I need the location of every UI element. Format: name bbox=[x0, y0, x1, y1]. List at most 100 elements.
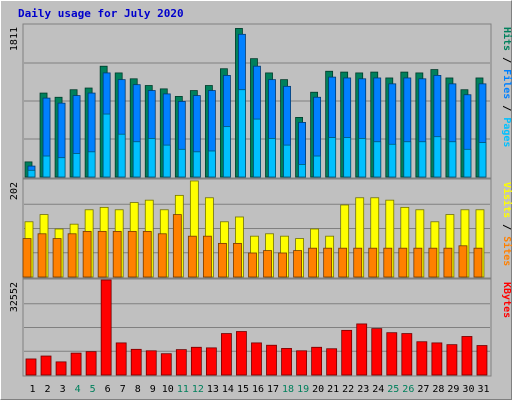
kbytes-bar bbox=[85, 351, 97, 376]
kbytes-bar bbox=[341, 329, 353, 376]
pages-bar bbox=[253, 118, 261, 178]
sites-bar bbox=[323, 247, 333, 278]
kbytes-bar bbox=[40, 355, 52, 376]
panel-border bbox=[22, 23, 492, 179]
sites-bar bbox=[308, 247, 318, 278]
x-tick-label: 31 bbox=[477, 384, 489, 395]
x-tick-label: 23 bbox=[357, 384, 369, 395]
x-tick-label: 10 bbox=[162, 384, 174, 395]
sites-bar bbox=[428, 247, 438, 278]
x-tick-label: 5 bbox=[90, 384, 96, 395]
pages-bar bbox=[478, 142, 487, 178]
sites-bar bbox=[368, 247, 378, 278]
sites-bar bbox=[338, 247, 348, 278]
pages-bar bbox=[147, 137, 156, 178]
sites-bar bbox=[218, 242, 227, 278]
kbytes-bar bbox=[175, 349, 187, 376]
pages-bar bbox=[298, 164, 306, 178]
kbytes-bar bbox=[55, 361, 67, 376]
series-legend: KBytes bbox=[501, 282, 512, 318]
legend-separator: / bbox=[501, 218, 512, 236]
kbytes-bar bbox=[386, 332, 398, 376]
legend-visits: Visits bbox=[501, 182, 512, 218]
pages-bar bbox=[328, 137, 337, 178]
x-tick-label: 20 bbox=[312, 384, 324, 395]
x-tick-label: 30 bbox=[462, 384, 474, 395]
legend-separator: / bbox=[501, 51, 512, 69]
x-tick-label: 13 bbox=[207, 384, 219, 395]
sites-bar bbox=[82, 230, 92, 278]
kbytes-bar bbox=[401, 333, 413, 376]
kbytes-bar bbox=[266, 344, 277, 376]
pages-bar bbox=[343, 137, 352, 178]
pages-bar bbox=[87, 151, 96, 178]
sites-bar bbox=[248, 252, 257, 278]
pages-bar bbox=[27, 169, 36, 178]
pages-bar bbox=[373, 141, 382, 178]
kbytes-bar bbox=[326, 348, 338, 376]
pages-bar bbox=[358, 137, 367, 178]
kbytes-bar bbox=[236, 331, 247, 376]
kbytes-bar bbox=[70, 352, 82, 376]
x-tick-label: 21 bbox=[327, 384, 339, 395]
x-tick-label: 25 bbox=[387, 384, 399, 395]
sites-bar bbox=[293, 250, 302, 278]
sites-bar bbox=[263, 250, 272, 278]
legend-pages: Pages bbox=[501, 117, 512, 147]
pages-bar bbox=[207, 150, 216, 178]
pages-bar bbox=[448, 141, 457, 178]
pages-bar bbox=[132, 141, 141, 178]
x-tick-label: 3 bbox=[60, 384, 66, 395]
kbytes-bar bbox=[130, 348, 142, 376]
sites-bar bbox=[413, 247, 423, 278]
sites-bar bbox=[97, 230, 107, 278]
sites-bar bbox=[157, 233, 167, 278]
kbytes-bar bbox=[281, 348, 292, 376]
sites-bar bbox=[37, 233, 47, 278]
sites-bar bbox=[202, 235, 212, 278]
pages-bar bbox=[42, 155, 51, 178]
pages-bar bbox=[192, 151, 201, 178]
sites-bar bbox=[233, 242, 242, 278]
pages-bar bbox=[102, 113, 111, 178]
sites-bar bbox=[22, 238, 32, 278]
x-tick-label: 26 bbox=[402, 384, 414, 395]
y-max-label: 1811 bbox=[9, 27, 20, 51]
kbytes-bar bbox=[160, 353, 172, 376]
x-tick-label: 14 bbox=[222, 384, 234, 395]
panel-border bbox=[22, 178, 492, 279]
pages-bar bbox=[162, 144, 171, 178]
kbytes-bar bbox=[205, 347, 217, 376]
legend-hits: Hits bbox=[501, 27, 512, 51]
pages-bar bbox=[57, 157, 66, 178]
pages-bar bbox=[463, 148, 472, 178]
kbytes-bar bbox=[145, 350, 157, 376]
pages-bar bbox=[283, 144, 291, 178]
pages-bar bbox=[268, 137, 276, 178]
panel-border bbox=[22, 278, 492, 377]
x-tick-label: 22 bbox=[342, 384, 354, 395]
x-tick-label: 4 bbox=[75, 384, 81, 395]
pages-bar bbox=[72, 153, 81, 178]
chart-title: Daily usage for July 2020 bbox=[18, 7, 184, 20]
sites-bar bbox=[112, 230, 122, 278]
pages-bar bbox=[313, 155, 322, 178]
x-tick-label: 8 bbox=[135, 384, 141, 395]
x-tick-label: 18 bbox=[282, 384, 294, 395]
sites-bar bbox=[473, 247, 483, 278]
x-tick-label: 28 bbox=[432, 384, 444, 395]
x-tick-label: 29 bbox=[447, 384, 459, 395]
series-legend: Hits / Files / Pages bbox=[501, 27, 512, 147]
pages-bar bbox=[223, 126, 231, 178]
legend-kbytes: KBytes bbox=[501, 282, 512, 318]
sites-bar bbox=[398, 247, 408, 278]
sites-bar bbox=[67, 233, 77, 278]
pages-bar bbox=[433, 136, 442, 178]
kbytes-bar bbox=[446, 344, 458, 376]
pages-bar bbox=[403, 141, 412, 178]
y-max-label: 32552 bbox=[9, 282, 20, 312]
sites-bar bbox=[187, 235, 197, 278]
x-tick-label: 7 bbox=[120, 384, 126, 395]
sites-bar bbox=[142, 230, 152, 278]
pages-bar bbox=[177, 148, 186, 178]
